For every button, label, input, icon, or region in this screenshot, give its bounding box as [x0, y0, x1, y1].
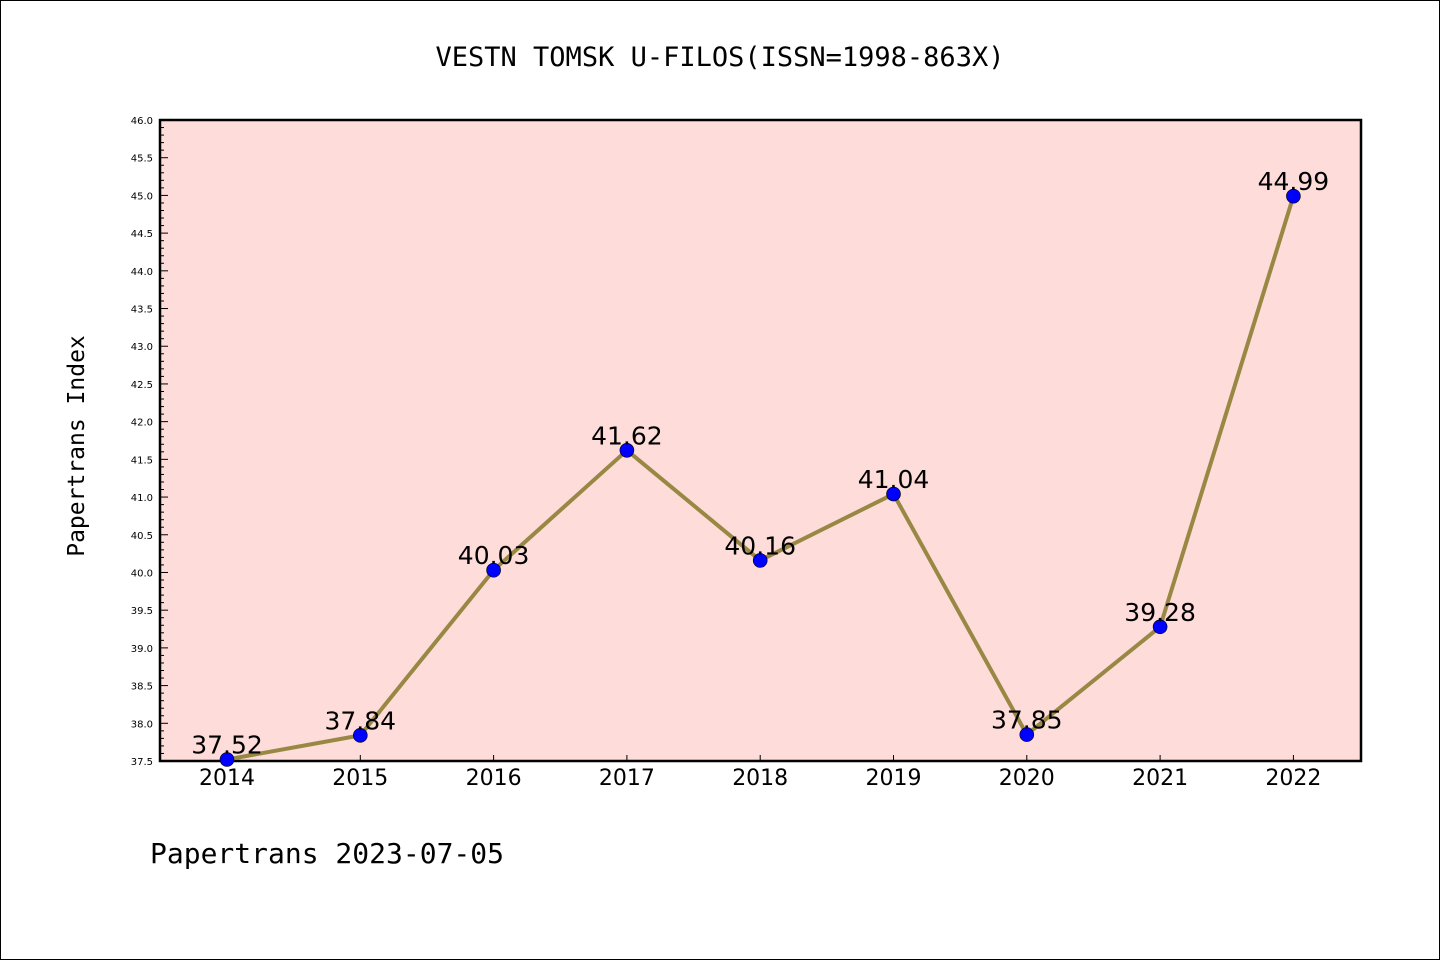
x-tick-label: 2019 — [866, 766, 922, 791]
x-tick-label: 2014 — [199, 766, 255, 791]
y-tick-label: 46.0 — [131, 116, 153, 127]
data-point — [752, 553, 768, 568]
data-label: 39.28 — [1124, 598, 1196, 627]
y-tick-label: 41.0 — [131, 493, 153, 504]
y-tick-label: 43.0 — [131, 342, 153, 353]
data-point — [219, 752, 235, 767]
y-axis-label: Papertrans Index — [64, 335, 90, 557]
y-tick-label: 44.5 — [131, 229, 153, 240]
y-tick-label: 45.5 — [131, 154, 153, 165]
y-tick-label: 43.5 — [131, 305, 153, 316]
y-tick-label: 40.0 — [131, 568, 153, 579]
data-label: 37.52 — [191, 730, 263, 759]
y-tick-label: 44.0 — [131, 267, 153, 278]
y-tick-label: 37.5 — [131, 757, 153, 768]
y-tick-label: 39.5 — [131, 606, 153, 617]
x-tick-label: 2017 — [599, 766, 655, 791]
data-label: 41.04 — [858, 465, 930, 494]
plot-area — [158, 118, 1363, 763]
data-point — [486, 562, 501, 578]
data-label: 44.99 — [1258, 167, 1330, 196]
data-point — [352, 728, 368, 743]
y-tick-label: 42.5 — [131, 380, 153, 391]
y-tick-label: 39.0 — [131, 644, 153, 655]
data-point — [1152, 619, 1168, 635]
data-point — [1019, 727, 1035, 742]
x-tick-label: 2021 — [1132, 766, 1188, 791]
data-label: 37.85 — [991, 706, 1063, 735]
data-label: 40.03 — [458, 541, 530, 570]
y-axis-ticks: 37.5 38.0 38.5 39.0 39.5 40.0 40.5 41.0 41.5 42.0… — [131, 116, 168, 768]
y-tick-label: 38.5 — [131, 682, 153, 693]
x-tick-label: 2016 — [466, 766, 522, 791]
y-tick-label: 40.5 — [131, 531, 153, 542]
y-tick-label: 38.0 — [131, 719, 153, 730]
data-label: 40.16 — [724, 531, 796, 560]
data-point — [886, 486, 901, 502]
x-tick-label: 2018 — [732, 766, 788, 791]
chart-title: VESTN TOMSK U-FILOS(ISSN=1998-863X) — [436, 42, 1005, 73]
y-tick-label: 42.0 — [131, 418, 153, 429]
data-label: 37.84 — [325, 706, 397, 735]
data-point — [619, 443, 635, 458]
data-label: 41.62 — [591, 421, 663, 450]
series-layer: 37.52 37.84 40.03 41.62 40.16 41.04 37.85 39.28… — [191, 167, 1330, 767]
footer-date: Papertrans 2023-07-05 — [150, 837, 504, 870]
x-tick-label: 2020 — [999, 766, 1055, 791]
x-axis-ticks: 2014 2015 2016 2017 2018 2019 2020 2021 2022 — [199, 755, 1321, 791]
y-tick-label: 41.5 — [131, 455, 153, 466]
y-tick-label: 45.0 — [131, 191, 153, 202]
data-point — [1286, 188, 1301, 204]
x-tick-label: 2015 — [332, 766, 388, 791]
x-tick-label: 2022 — [1265, 766, 1321, 791]
